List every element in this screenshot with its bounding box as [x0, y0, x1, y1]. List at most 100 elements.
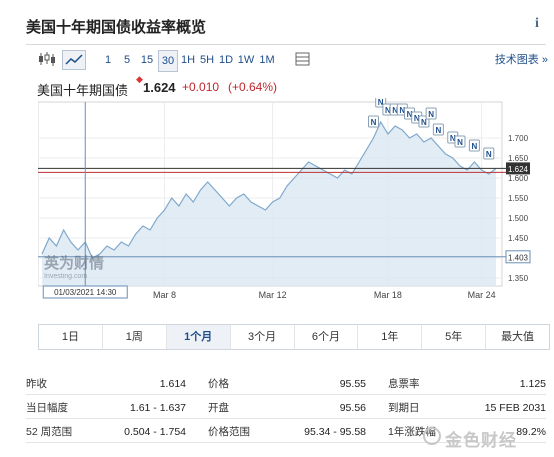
x-tick-label: Mar 18 [374, 290, 402, 300]
table-icon[interactable] [294, 50, 312, 68]
stat-label: 开盘 [208, 402, 229, 414]
stat-label: 昨收 [26, 378, 47, 390]
chart-watermark-cn: 英为财情 [44, 254, 104, 272]
news-marker-label: N [392, 106, 398, 115]
interval-1h[interactable]: 1H [180, 54, 196, 66]
news-marker-label: N [486, 150, 492, 159]
stat-value: 0.504 - 1.754 [124, 426, 186, 438]
interval-1w[interactable]: 1W [237, 54, 255, 66]
page-watermark: 金色财经 [423, 426, 517, 451]
range-5y[interactable]: 5年 [422, 325, 487, 349]
stat-value: 89.2% [516, 426, 546, 438]
news-marker-label: N [450, 134, 456, 143]
stats-row: 52 周范围 0.504 - 1.754 价格范围 95.34 - 95.58 … [26, 422, 546, 443]
chart-toolbar: 1 5 15 30 1H 5H 1D 1W 1M 技术图表 » [36, 50, 548, 72]
x-tick-label: Mar 24 [468, 290, 496, 300]
y-tick-label: 1.650 [508, 154, 529, 163]
stat-label: 52 周范围 [26, 426, 73, 438]
interval-15[interactable]: 15 [140, 54, 154, 66]
tech-chart-link[interactable]: 技术图表 » [495, 50, 548, 70]
price-chart[interactable]: 1.624 1.403 01/03/2021 14:30 英为财情 Investing.… [37, 95, 548, 308]
news-marker-label: N [385, 106, 391, 115]
crosshair-date-badge [42, 285, 128, 299]
current-price-badge [506, 162, 530, 175]
news-marker [425, 107, 437, 120]
interval-1[interactable]: 1 [104, 54, 112, 66]
news-marker [454, 135, 466, 148]
instrument-name: 美国十年期国债 [37, 83, 129, 98]
line-chart-icon[interactable] [62, 50, 86, 70]
range-selector: 1日 1周 1个月 3个月 6个月 1年 5年 最大值 [38, 324, 550, 350]
crosshair-value-badge [505, 250, 531, 264]
interval-30[interactable]: 30 [158, 50, 178, 72]
y-tick-label: 1.700 [508, 134, 529, 143]
news-marker [468, 139, 480, 152]
stat-value: 95.56 [339, 402, 366, 414]
news-marker-label: N [428, 110, 434, 119]
stat-label: 价格范围 [208, 426, 250, 438]
chart-watermark-en: Investing.com [44, 273, 87, 280]
range-1d[interactable]: 1日 [39, 325, 103, 349]
y-tick-label: 1.600 [508, 174, 529, 183]
price-change: +0.010 [182, 80, 220, 94]
stats-row: 当日幅度 1.61 - 1.637 开盘 95.56 到期日 15 FEB 20… [26, 398, 546, 419]
double-chevron-right-icon: » [541, 54, 548, 66]
range-max[interactable]: 最大值 [501, 331, 535, 343]
news-marker-label: N [435, 126, 441, 135]
coin-icon [423, 427, 441, 445]
news-marker-label: N [407, 110, 413, 119]
x-tick-label: Mar 8 [153, 290, 176, 300]
stat-label: 价格 [208, 378, 229, 390]
info-icon[interactable]: i [535, 16, 539, 31]
range-1m[interactable]: 1个月 [166, 325, 231, 349]
range-1y[interactable]: 1年 [358, 325, 423, 349]
news-marker-label: N [414, 114, 420, 123]
news-marker-label: N [457, 138, 463, 147]
stats-table: 昨收 1.614 价格 95.55 息票率 1.125 当日幅度 1.61 - … [26, 374, 546, 454]
chart-svg: 1.624 1.403 01/03/2021 14:30 英为财情Investing.… [37, 95, 531, 300]
news-marker [367, 115, 379, 128]
page-title: 美国十年期国债收益率概览 [26, 19, 207, 36]
interval-1d[interactable]: 1D [218, 54, 234, 66]
interval-5[interactable]: 5 [123, 54, 131, 66]
stats-row: 昨收 1.614 价格 95.55 息票率 1.125 [26, 374, 546, 395]
news-marker-label: N [371, 118, 377, 127]
stat-value: 1.614 [159, 378, 186, 390]
series-line [41, 120, 497, 259]
title-divider [26, 44, 546, 45]
y-tick-label: 1.500 [508, 214, 529, 223]
stat-value: 95.34 - 95.58 [304, 426, 366, 438]
y-tick-label: 1.550 [508, 194, 529, 203]
stat-value: 1.61 - 1.637 [129, 402, 186, 414]
series-area [42, 122, 496, 286]
y-tick-label: 1.450 [508, 234, 529, 243]
range-1w[interactable]: 1周 [103, 325, 167, 349]
stat-value: 95.55 [339, 378, 366, 390]
news-marker-label: N [399, 106, 405, 115]
range-3m[interactable]: 3个月 [231, 325, 295, 349]
stat-label: 到期日 [388, 402, 420, 414]
current-price-label: 1.624 [508, 165, 529, 174]
range-6m[interactable]: 6个月 [295, 325, 359, 349]
interval-5h[interactable]: 5H [199, 54, 215, 66]
page-watermark-text: 金色财经 [445, 431, 517, 450]
crosshair-value-label: 1.403 [508, 253, 529, 262]
news-marker-label: N [421, 118, 427, 127]
stat-label: 息票率 [388, 378, 420, 390]
status-dot-icon: ◆ [136, 74, 143, 84]
news-marker [483, 147, 495, 160]
stat-value: 15 FEB 2031 [484, 402, 546, 414]
candlestick-icon[interactable] [36, 50, 58, 68]
news-marker-label: N [378, 98, 384, 107]
interval-1m[interactable]: 1M [259, 54, 275, 66]
news-marker-label: N [471, 142, 477, 151]
y-tick-label: 1.350 [508, 274, 529, 283]
stat-label: 当日幅度 [26, 402, 68, 414]
news-marker [432, 123, 444, 136]
stat-value: 1.125 [519, 378, 546, 390]
crosshair-date-label: 01/03/2021 14:30 [54, 288, 117, 297]
price-change-percent: (+0.64%) [228, 80, 278, 94]
last-price: 1.624 [143, 80, 176, 95]
x-tick-label: Mar 12 [259, 290, 287, 300]
tech-chart-label: 技术图表 [494, 54, 539, 66]
